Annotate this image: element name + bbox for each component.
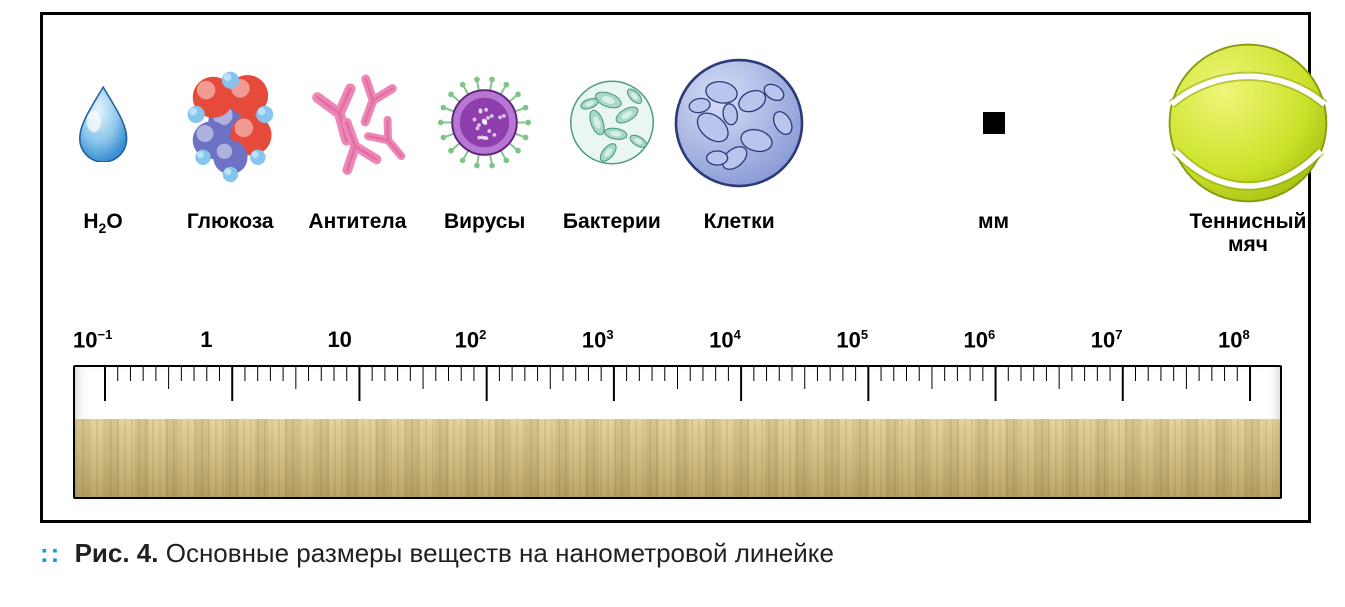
- caption-dots-icon: ::: [40, 538, 61, 568]
- scale-item-glucose: Глюкоза: [160, 35, 300, 233]
- virus-icon: [425, 35, 545, 210]
- figure-panel: H2OГлюкоза Антитела Вирусы: [40, 12, 1311, 523]
- figure-stage: H2OГлюкоза Антитела Вирусы: [0, 0, 1345, 607]
- antibodies-icon: [290, 35, 425, 210]
- bacteria-icon: [549, 35, 674, 210]
- scale-item-antibody: Антитела: [290, 35, 425, 233]
- scale-item-label: Вирусы: [425, 210, 545, 233]
- axis-tick-8: 107: [1091, 327, 1151, 353]
- figure-caption: :: Рис. 4. Основные размеры веществ на н…: [40, 538, 1305, 569]
- caption-text: Основные размеры веществ на нанометровой…: [166, 538, 834, 568]
- nanometer-ruler: [73, 365, 1282, 499]
- scale-item-bacteria: Бактерии: [549, 35, 674, 233]
- ruler-tick-marks: [75, 367, 1280, 419]
- axis-tick-1: 1: [200, 327, 260, 353]
- scale-item-cells: Клетки: [659, 35, 819, 233]
- axis-tick-5: 104: [709, 327, 769, 353]
- scale-item-virus: Вирусы: [425, 35, 545, 233]
- mm-square-icon: [934, 35, 1054, 210]
- tennis-ball-icon: [1154, 35, 1342, 210]
- cell-icon: [659, 35, 819, 210]
- scale-item-mm: мм: [934, 35, 1054, 233]
- axis-tick-2: 10: [327, 327, 387, 353]
- scale-item-label: Антитела: [290, 210, 425, 233]
- scale-item-label: Клетки: [659, 210, 819, 233]
- axis-tick-4: 103: [582, 327, 642, 353]
- scale-item-label: Глюкоза: [160, 210, 300, 233]
- scale-item-label: Теннисныймяч: [1154, 210, 1342, 256]
- glucose-icon: [160, 35, 300, 210]
- water-drop-icon: [43, 35, 163, 210]
- scale-item-label: H2O: [43, 210, 163, 237]
- axis-tick-7: 106: [964, 327, 1024, 353]
- scale-item-label: Бактерии: [549, 210, 674, 233]
- scale-item-label: мм: [934, 210, 1054, 233]
- scale-item-tennis: Теннисныймяч: [1154, 35, 1342, 256]
- ruler-wood-texture: [75, 419, 1280, 497]
- axis-tick-3: 102: [455, 327, 515, 353]
- axis-tick-0: 10−1: [73, 327, 133, 353]
- axis-tick-6: 105: [836, 327, 896, 353]
- scale-item-h2o: H2O: [43, 35, 163, 237]
- axis-tick-9: 108: [1218, 327, 1278, 353]
- caption-fig-label: Рис. 4.: [75, 538, 159, 568]
